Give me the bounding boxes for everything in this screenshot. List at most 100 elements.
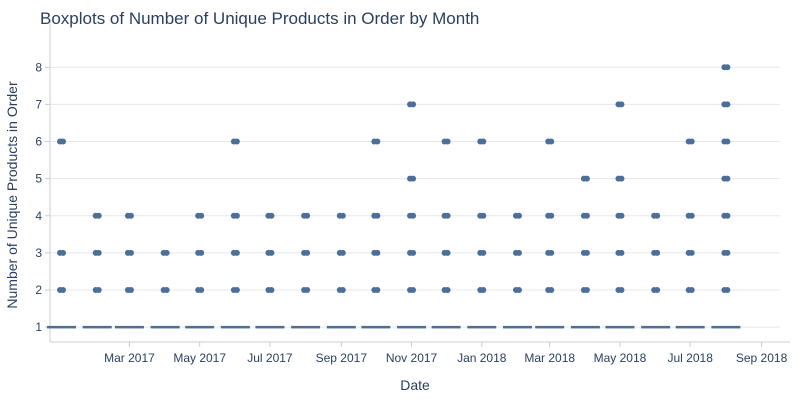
box-2018-08-01 bbox=[711, 64, 741, 329]
outlier-point bbox=[268, 249, 275, 256]
outlier-point bbox=[548, 249, 555, 256]
box-2017-06-01 bbox=[220, 138, 250, 329]
outlier-point bbox=[268, 287, 275, 294]
outlier-point bbox=[444, 212, 451, 219]
outlier-point bbox=[480, 287, 487, 294]
outlier-point bbox=[480, 249, 487, 256]
outlier-point bbox=[444, 287, 451, 294]
outlier-point bbox=[60, 138, 67, 145]
box-2018-03-01 bbox=[535, 138, 565, 329]
outlier-point bbox=[583, 287, 590, 294]
outlier-point bbox=[163, 249, 170, 256]
outlier-point bbox=[480, 212, 487, 219]
outlier-point bbox=[304, 249, 311, 256]
y-tick-label: 8 bbox=[35, 60, 42, 74]
y-tick-label: 7 bbox=[35, 97, 42, 111]
outlier-point bbox=[339, 249, 346, 256]
outlier-point bbox=[233, 212, 240, 219]
outlier-point bbox=[654, 249, 661, 256]
outlier-point bbox=[127, 287, 134, 294]
outlier-point bbox=[198, 287, 205, 294]
box-2018-01-01 bbox=[467, 138, 497, 329]
outlier-point bbox=[548, 212, 555, 219]
outlier-point bbox=[618, 101, 625, 108]
box-2017-11-01 bbox=[397, 101, 427, 329]
y-tick-label: 1 bbox=[35, 320, 42, 334]
outlier-point bbox=[410, 212, 417, 219]
outlier-point bbox=[724, 287, 731, 294]
outlier-point bbox=[688, 212, 695, 219]
outlier-point bbox=[515, 287, 522, 294]
box-2017-09-01 bbox=[326, 212, 356, 329]
outlier-point bbox=[268, 212, 275, 219]
box-2017-10-01 bbox=[361, 138, 391, 329]
outlier-point bbox=[60, 249, 67, 256]
box-series bbox=[47, 64, 741, 329]
outlier-point bbox=[374, 287, 381, 294]
outlier-point bbox=[480, 138, 487, 145]
outlier-point bbox=[95, 249, 102, 256]
box-2017-01-01 bbox=[47, 138, 77, 329]
outlier-point bbox=[548, 287, 555, 294]
box-2018-02-01 bbox=[502, 212, 532, 329]
outlier-point bbox=[444, 138, 451, 145]
outlier-point bbox=[724, 101, 731, 108]
x-tick-label: Mar 2017 bbox=[104, 351, 155, 365]
box-2017-04-01 bbox=[150, 249, 180, 329]
box-2017-08-01 bbox=[291, 212, 321, 329]
outlier-point bbox=[618, 212, 625, 219]
box-2018-06-01 bbox=[641, 212, 671, 329]
x-tick-label: Jul 2018 bbox=[668, 351, 714, 365]
x-tick-label: Sep 2018 bbox=[736, 351, 788, 365]
outlier-point bbox=[95, 287, 102, 294]
outlier-point bbox=[724, 64, 731, 71]
outlier-point bbox=[724, 212, 731, 219]
y-tick-label: 4 bbox=[35, 209, 42, 223]
outlier-point bbox=[198, 249, 205, 256]
outlier-point bbox=[374, 212, 381, 219]
box-2018-04-01 bbox=[570, 175, 600, 329]
x-tick-label: Jul 2017 bbox=[247, 351, 293, 365]
axes: 1 2 3 4 5 6 7 8 Mar 2017 May 2017 Jul 2017 Sep 2017… bbox=[35, 22, 790, 365]
outlier-point bbox=[618, 287, 625, 294]
outlier-point bbox=[724, 138, 731, 145]
outlier-point bbox=[688, 287, 695, 294]
outlier-point bbox=[60, 287, 67, 294]
outlier-point bbox=[127, 212, 134, 219]
outlier-point bbox=[583, 175, 590, 182]
outlier-point bbox=[583, 249, 590, 256]
box-2017-02-01 bbox=[82, 212, 112, 329]
outlier-point bbox=[410, 101, 417, 108]
outlier-point bbox=[618, 175, 625, 182]
outlier-point bbox=[339, 287, 346, 294]
outlier-point bbox=[304, 212, 311, 219]
x-tick-label: Sep 2017 bbox=[316, 351, 368, 365]
outlier-point bbox=[163, 287, 170, 294]
outlier-point bbox=[515, 212, 522, 219]
outlier-point bbox=[618, 249, 625, 256]
y-tick-label: 5 bbox=[35, 172, 42, 186]
outlier-point bbox=[583, 212, 590, 219]
box-2017-05-01 bbox=[185, 212, 215, 329]
outlier-point bbox=[198, 212, 205, 219]
outlier-point bbox=[374, 249, 381, 256]
outlier-point bbox=[233, 138, 240, 145]
outlier-point bbox=[410, 249, 417, 256]
outlier-point bbox=[688, 249, 695, 256]
x-axis-title: Date bbox=[400, 377, 430, 393]
y-axis-title: Number of Unique Products in Order bbox=[4, 81, 20, 309]
outlier-point bbox=[233, 287, 240, 294]
outlier-point bbox=[654, 212, 661, 219]
x-tick-label: Nov 2017 bbox=[386, 351, 438, 365]
x-tick-label: Mar 2018 bbox=[524, 351, 575, 365]
box-2017-03-01 bbox=[114, 212, 144, 329]
outlier-point bbox=[548, 138, 555, 145]
outlier-point bbox=[95, 212, 102, 219]
outlier-point bbox=[724, 175, 731, 182]
outlier-point bbox=[233, 249, 240, 256]
outlier-point bbox=[127, 249, 134, 256]
chart-title: Boxplots of Number of Unique Products in… bbox=[40, 9, 480, 28]
box-2017-12-01 bbox=[431, 138, 461, 329]
outlier-point bbox=[410, 287, 417, 294]
